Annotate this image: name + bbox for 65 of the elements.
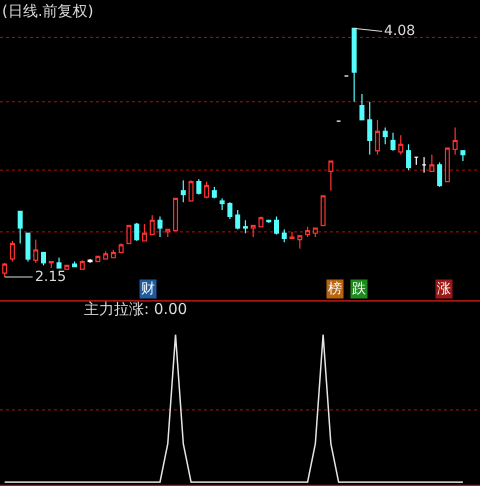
candlestick (444, 148, 450, 182)
text: 跌 (352, 281, 366, 297)
candlestick (305, 226, 310, 238)
candlestick (25, 232, 30, 262)
candlestick (18, 210, 23, 244)
candlestick (390, 132, 396, 152)
text: 榜 (328, 281, 342, 297)
candlestick (103, 250, 108, 260)
candlestick (227, 202, 232, 220)
candlestick (352, 28, 357, 102)
candlestick (158, 216, 162, 238)
candlestick (48, 260, 54, 269)
candlestick (452, 126, 458, 156)
text: 财 (141, 281, 155, 297)
candlestick (134, 222, 140, 242)
candlestick (142, 224, 147, 242)
candlestick (56, 257, 62, 269)
candlestick (320, 195, 326, 226)
candlestick (367, 101, 372, 156)
candlestick (422, 156, 427, 174)
candlestick (414, 156, 419, 166)
candlestick (88, 258, 93, 264)
candlestick (173, 198, 178, 232)
candlestick (40, 252, 46, 266)
candlestick (250, 224, 256, 238)
annotation: 4.08 (384, 23, 416, 39)
candlestick (80, 260, 85, 270)
candlestick (95, 256, 100, 262)
candlestick (165, 228, 170, 238)
candlestick (328, 160, 334, 192)
candlestick (188, 180, 194, 202)
candlestick (290, 231, 295, 239)
candlestick (110, 249, 116, 258)
candlestick (398, 134, 404, 156)
candlestick (374, 119, 380, 156)
text: 涨 (437, 281, 451, 297)
candlestick (297, 235, 302, 250)
chart-title: (日线.前复权) (2, 2, 94, 20)
candlestick (150, 214, 155, 236)
candlestick (72, 260, 78, 268)
candlestick (282, 228, 287, 243)
chart-title: 主力拉涨: 0.00 (84, 300, 188, 318)
candlestick (266, 220, 272, 224)
candlestick (10, 240, 15, 262)
candlestick (274, 216, 280, 236)
candlestick (382, 126, 388, 145)
candlestick (429, 154, 434, 172)
candlestick (242, 220, 248, 234)
candlestick (312, 227, 318, 238)
candlestick (33, 239, 38, 264)
candlestick (212, 186, 217, 200)
candlestick (406, 144, 412, 171)
candlestick (460, 150, 466, 162)
annotation: 2.15 (35, 269, 66, 285)
candlestick (180, 180, 186, 203)
candlestick (118, 242, 124, 254)
candlestick (235, 209, 240, 230)
candlestick (258, 216, 264, 228)
candlestick (359, 93, 364, 120)
candlestick (204, 181, 210, 200)
candlestick (220, 198, 225, 211)
candlestick (126, 224, 132, 244)
candlestick (196, 178, 202, 196)
candlestick (437, 162, 442, 188)
candlestick (64, 264, 70, 270)
